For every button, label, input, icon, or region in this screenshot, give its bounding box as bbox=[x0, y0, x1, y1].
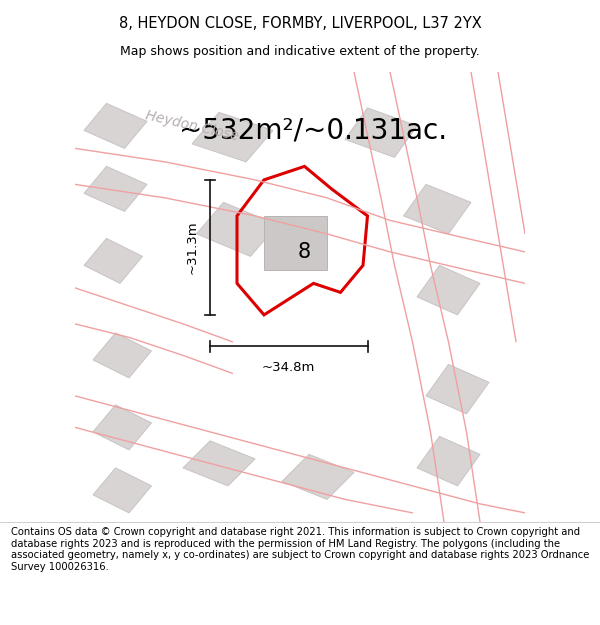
Polygon shape bbox=[93, 405, 151, 450]
Text: 8, HEYDON CLOSE, FORMBY, LIVERPOOL, L37 2YX: 8, HEYDON CLOSE, FORMBY, LIVERPOOL, L37 … bbox=[119, 16, 481, 31]
Text: 8: 8 bbox=[298, 242, 311, 262]
Text: ~34.8m: ~34.8m bbox=[262, 361, 316, 374]
Polygon shape bbox=[264, 216, 327, 270]
Polygon shape bbox=[426, 364, 489, 414]
Polygon shape bbox=[192, 112, 273, 162]
Polygon shape bbox=[282, 454, 354, 499]
Polygon shape bbox=[93, 333, 151, 378]
Text: ~532m²/~0.131ac.: ~532m²/~0.131ac. bbox=[179, 116, 448, 144]
Polygon shape bbox=[93, 468, 151, 513]
Polygon shape bbox=[84, 166, 147, 211]
Polygon shape bbox=[404, 184, 471, 234]
Polygon shape bbox=[345, 108, 417, 158]
Text: ~31.3m: ~31.3m bbox=[186, 221, 199, 274]
Text: Heydon Close: Heydon Close bbox=[144, 108, 240, 143]
Polygon shape bbox=[417, 436, 480, 486]
Polygon shape bbox=[183, 441, 255, 486]
Polygon shape bbox=[84, 103, 147, 148]
Text: Contains OS data © Crown copyright and database right 2021. This information is : Contains OS data © Crown copyright and d… bbox=[11, 527, 589, 572]
Text: Map shows position and indicative extent of the property.: Map shows position and indicative extent… bbox=[120, 44, 480, 58]
Polygon shape bbox=[84, 238, 143, 283]
Polygon shape bbox=[197, 202, 277, 256]
Polygon shape bbox=[417, 266, 480, 315]
